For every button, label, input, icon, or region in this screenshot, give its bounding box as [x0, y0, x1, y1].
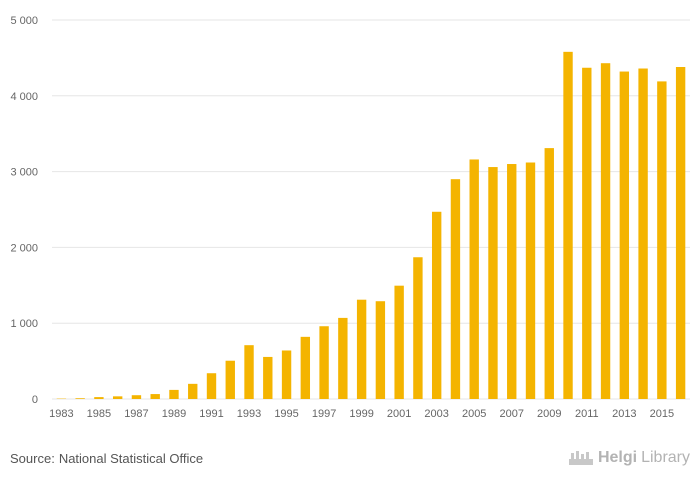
- bar-2007[interactable]: [507, 164, 517, 399]
- brand-name-part1: Helgi: [597, 449, 638, 466]
- bar-1996[interactable]: [300, 336, 311, 399]
- x-tick-label: 1983: [49, 408, 73, 420]
- bar-2001[interactable]: [394, 285, 404, 399]
- bar-1984[interactable]: [75, 398, 85, 399]
- bar-1995[interactable]: [281, 350, 292, 399]
- y-tick-label: 4 000: [10, 91, 38, 103]
- bar-1988[interactable]: [150, 394, 160, 399]
- x-tick-label: 2013: [612, 408, 636, 420]
- x-tick-label: 2001: [387, 408, 411, 420]
- x-tick-label: 1999: [349, 408, 373, 420]
- y-tick-label: 2 000: [10, 242, 38, 254]
- helgi-library-logo-icon: [568, 449, 594, 467]
- source-note: Source: National Statistical Office: [10, 451, 203, 466]
- y-tick-label: 5 000: [10, 15, 38, 27]
- bar-1998[interactable]: [338, 317, 348, 399]
- bar-1997[interactable]: [319, 326, 329, 399]
- source-prefix: Source:: [10, 451, 55, 466]
- x-axis-ticks: 1983 1985 1987 1989 1991 1993 1995 1997 1999 2001…: [49, 408, 674, 420]
- bar-1985[interactable]: [94, 397, 104, 399]
- bar-1999[interactable]: [356, 299, 367, 399]
- bar-2016[interactable]: [675, 66, 686, 399]
- bar-1987[interactable]: [131, 395, 142, 399]
- bar-1991[interactable]: [206, 373, 217, 399]
- bar-2011[interactable]: [582, 67, 592, 399]
- y-tick-label: 3 000: [10, 167, 38, 179]
- bar-2000[interactable]: [375, 301, 386, 399]
- bar-2012[interactable]: [600, 63, 611, 400]
- gridlines: [52, 19, 690, 400]
- y-tick-label: 0: [32, 394, 38, 406]
- y-axis-ticks: 0 1 000 2 000 3 000 4 000 5 000: [10, 15, 38, 406]
- x-tick-label: 2009: [537, 408, 561, 420]
- bar-series: [56, 51, 686, 400]
- x-tick-label: 1989: [162, 408, 186, 420]
- bar-1994[interactable]: [263, 356, 273, 399]
- bar-2010[interactable]: [563, 51, 573, 399]
- bar-1989[interactable]: [169, 389, 179, 399]
- bar-2009[interactable]: [544, 148, 554, 399]
- bar-2013[interactable]: [619, 71, 630, 399]
- bar-2003[interactable]: [431, 211, 442, 399]
- bar-2015[interactable]: [657, 81, 667, 399]
- source-name: National Statistical Office: [58, 451, 204, 466]
- bar-1993[interactable]: [244, 345, 254, 399]
- x-tick-label: 2007: [499, 408, 523, 420]
- x-tick-label: 1987: [124, 408, 148, 420]
- x-tick-label: 1995: [274, 408, 298, 420]
- x-tick-label: 1991: [199, 408, 223, 420]
- bar-2006[interactable]: [488, 167, 498, 399]
- x-tick-label: 1993: [237, 408, 261, 420]
- bar-1990[interactable]: [188, 383, 198, 399]
- bar-1992[interactable]: [225, 360, 235, 399]
- bar-2004[interactable]: [450, 179, 461, 399]
- bar-2014[interactable]: [638, 68, 648, 400]
- x-tick-label: 2003: [424, 408, 448, 420]
- bar-2008[interactable]: [525, 162, 536, 399]
- x-tick-label: 2015: [650, 408, 674, 420]
- brand-name-part2: Library: [641, 449, 690, 466]
- x-tick-label: 1985: [87, 408, 111, 420]
- x-tick-label: 1997: [312, 408, 336, 420]
- bar-1986[interactable]: [112, 396, 123, 399]
- brand-logo[interactable]: Helgi Library: [568, 449, 690, 467]
- y-tick-label: 1 000: [10, 318, 38, 330]
- x-tick-label: 2005: [462, 408, 486, 420]
- x-tick-label: 2011: [575, 408, 599, 420]
- bar-2002[interactable]: [413, 257, 423, 399]
- bar-2005[interactable]: [469, 159, 479, 399]
